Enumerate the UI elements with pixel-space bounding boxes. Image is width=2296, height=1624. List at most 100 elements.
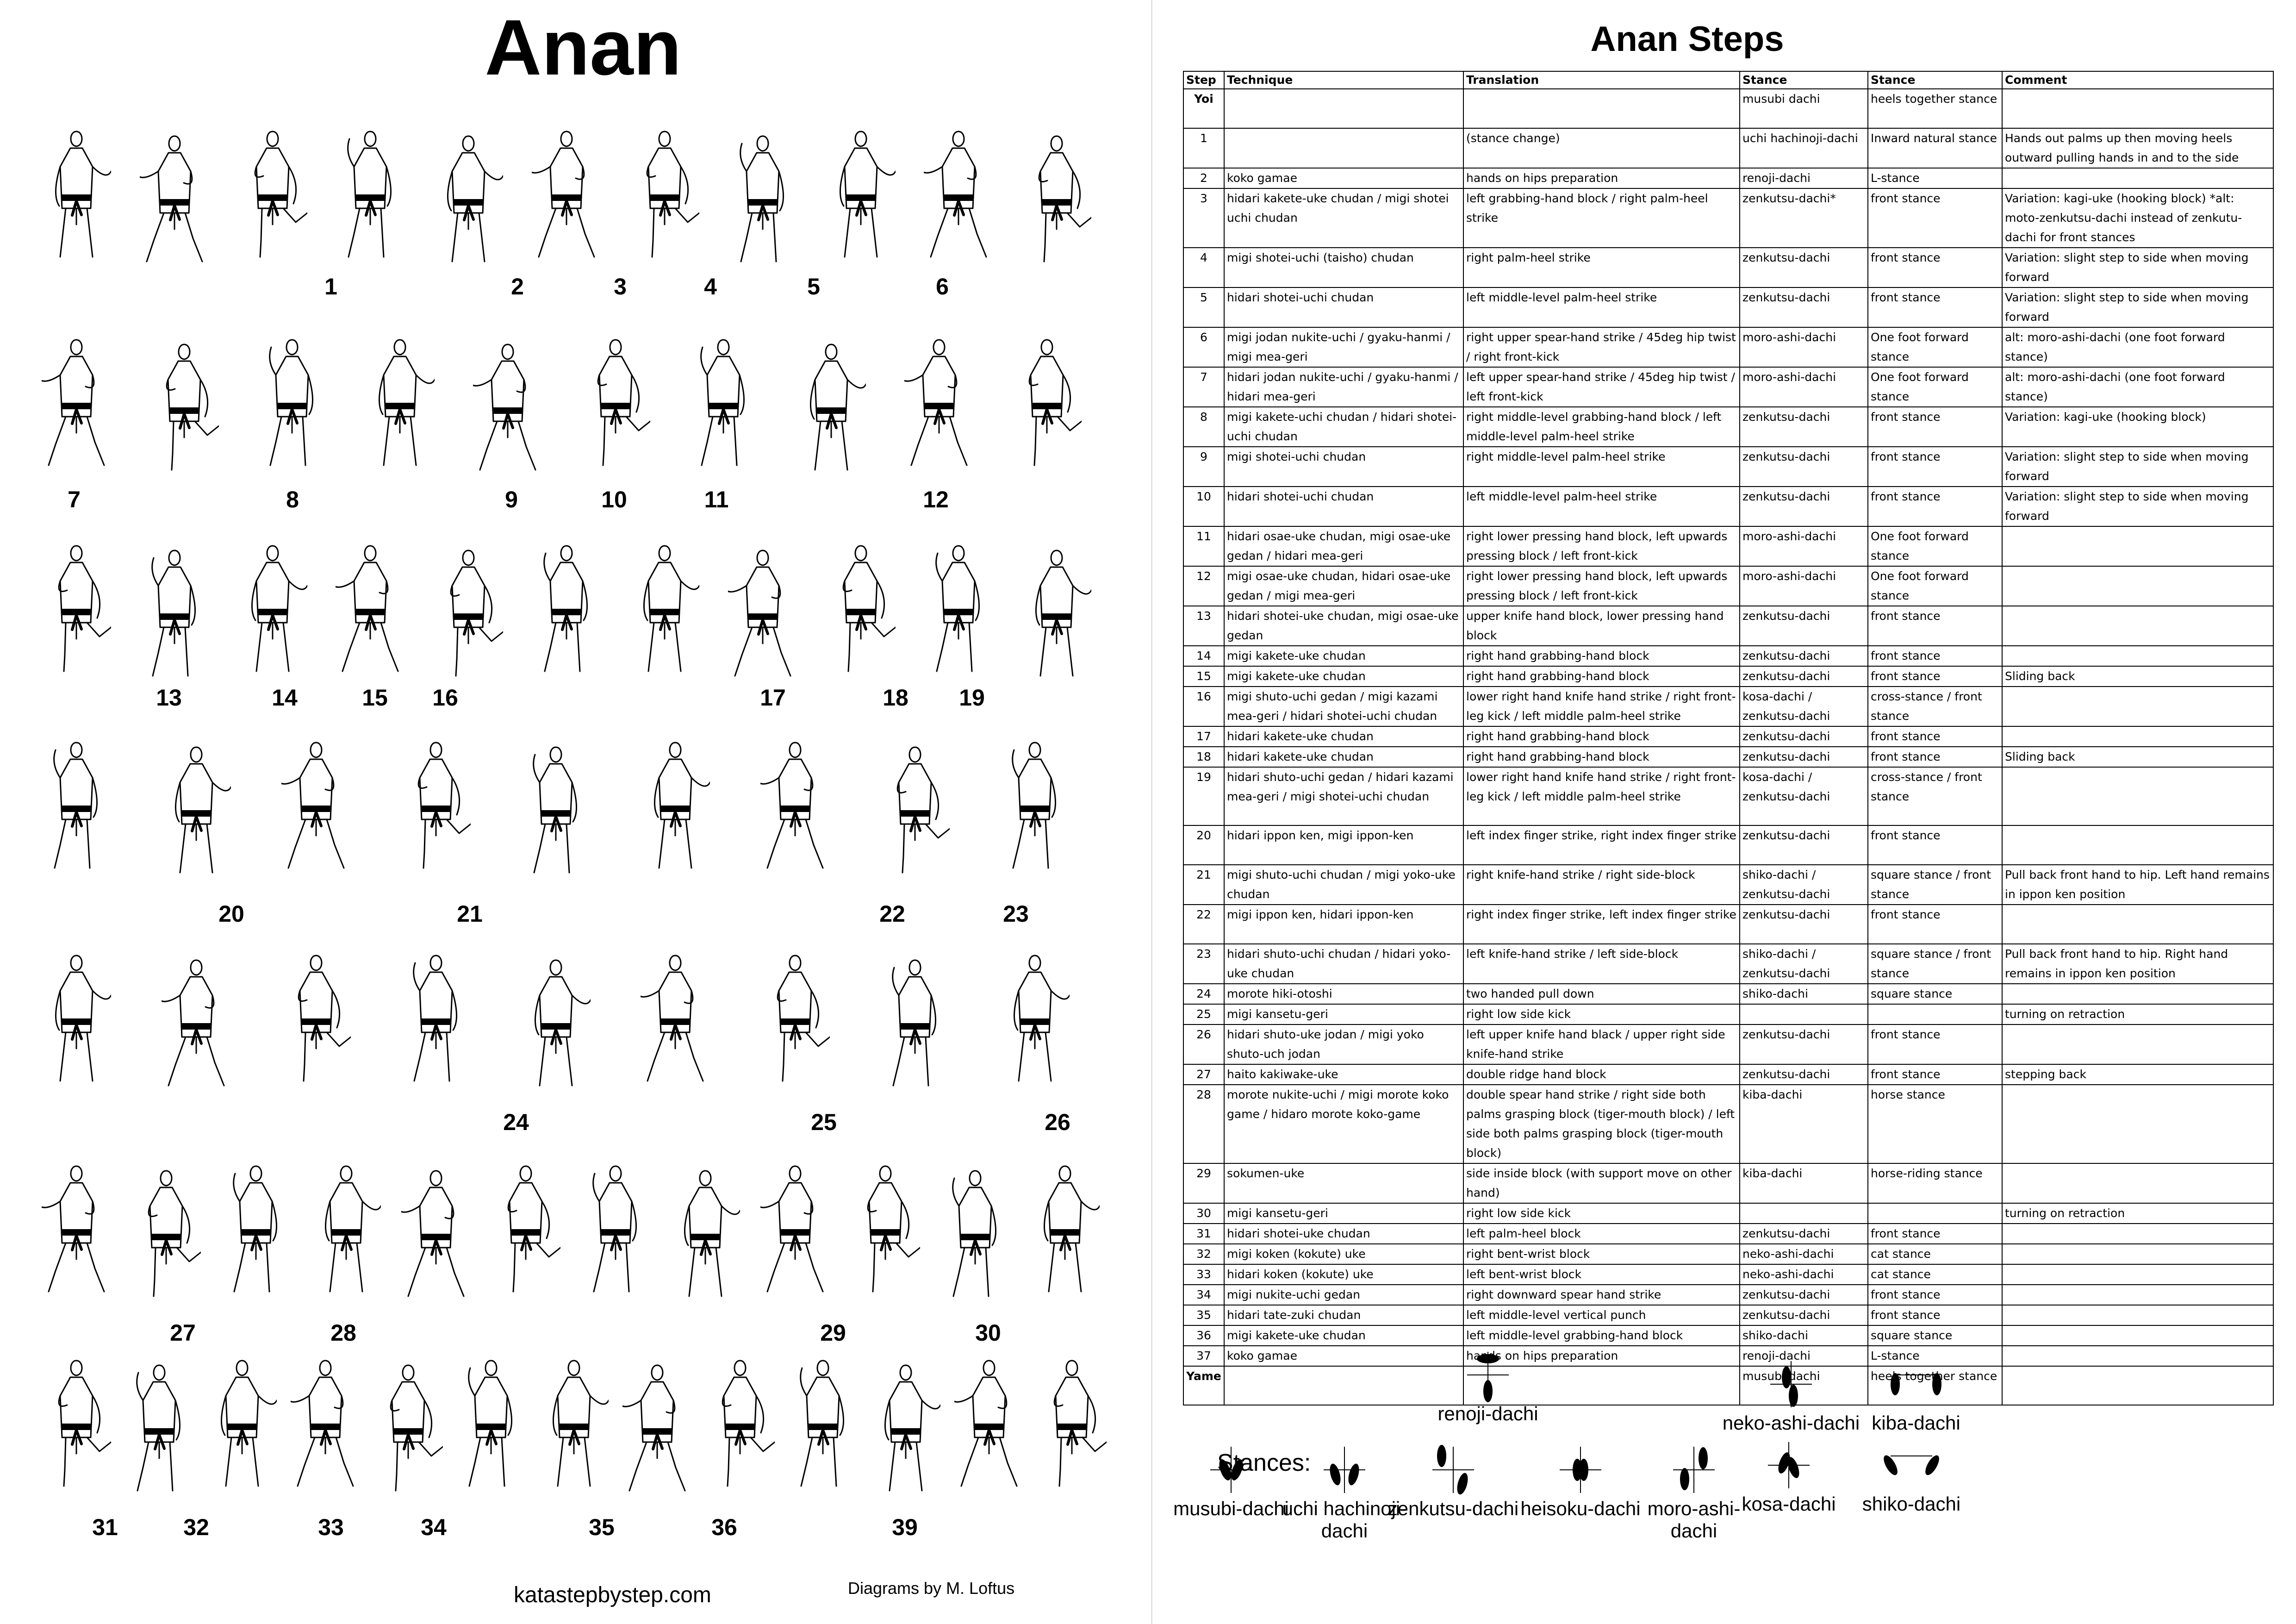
cell-comment: turning on retraction	[2002, 1003, 2274, 1025]
table-row: 31 hidari shotei-uke chudan left palm-heel…	[1183, 1223, 2274, 1244]
cell-stance-english: front stance	[1867, 1304, 2003, 1326]
cell-step: 4	[1183, 247, 1225, 288]
karate-figure-icon	[896, 746, 951, 874]
kiba-feet-icon	[1891, 1373, 1941, 1395]
step-number-label: 39	[892, 1514, 918, 1540]
cell-comment: Pull back front hand to hip. Left hand r…	[2002, 864, 2274, 906]
cell-stance: kosa-dachi / zenkutsu-dachi	[1739, 686, 1868, 727]
cell-technique: migi kakete-uchi chudan / hidari shotei-…	[1224, 406, 1464, 447]
cell-technique: morote hiki-otoshi	[1224, 983, 1464, 1005]
kata-figure	[581, 1160, 650, 1301]
kata-figure	[880, 741, 951, 882]
cell-technique: migi shuto-uchi chudan / migi yoko-uke c…	[1224, 864, 1464, 906]
kata-figure	[311, 1160, 381, 1301]
cell-translation: lower right hand knife hand strike / rig…	[1463, 766, 1740, 826]
kata-figure	[725, 544, 797, 685]
header-comment: Comment	[2002, 71, 2274, 89]
cell-translation: left middle-level vertical punch	[1463, 1304, 1740, 1326]
website-credit[interactable]: katastepbystep.com	[514, 1583, 711, 1607]
kata-figure	[1022, 544, 1092, 685]
cell-comment	[2002, 645, 2274, 667]
cell-stance: neko-ashi-dachi	[1739, 1263, 1868, 1285]
cell-comment: Variation: slight step to side when movi…	[2002, 446, 2274, 487]
step-number-label: 32	[183, 1514, 209, 1540]
cell-stance: zenkutsu-dachi	[1739, 1284, 1868, 1305]
cell-stance: zenkutsu-dachi	[1739, 825, 1868, 866]
table-row: 19 hidari shuto-uchi gedan / hidari kazam…	[1183, 766, 2274, 826]
cell-technique: koko gamae	[1224, 1345, 1464, 1367]
karate-figure-icon	[398, 1170, 465, 1297]
table-row: 16 migi shuto-uchi gedan / migi kazami me…	[1183, 686, 2274, 727]
kata-figure	[826, 125, 896, 266]
karate-figure-icon	[468, 1360, 513, 1487]
step-number-label: 18	[883, 685, 908, 711]
karate-figure-icon	[233, 1165, 278, 1293]
step-number-label: 22	[879, 901, 905, 927]
musubi-feet-icon	[1210, 1447, 1252, 1493]
cell-step: 5	[1183, 287, 1225, 328]
table-row: 5 hidari shotei-uchi chudan left middle-le…	[1183, 287, 2274, 328]
stance-item: shiko-dachi	[1842, 1437, 1981, 1515]
kata-title: Anan	[485, 4, 682, 92]
cell-translation: left middle-level palm-heel strike	[1463, 486, 1740, 527]
cell-technique: migi osae-uke chudan, hidari osae-uke ge…	[1224, 565, 1464, 606]
cell-stance: shiko-dachi	[1739, 983, 1868, 1005]
cell-stance-english: front stance	[1867, 486, 2003, 527]
karate-figure-icon	[1035, 550, 1092, 677]
karate-figure-icon	[1028, 339, 1083, 466]
cell-translation: left index finger strike, right index fi…	[1463, 825, 1740, 866]
moro-ashi-feet-icon	[1673, 1447, 1715, 1493]
step-number-label: 23	[1003, 901, 1029, 927]
step-number-label: 20	[218, 901, 244, 927]
table-row: 35 hidari tate-zuki chudan left middle-lev…	[1183, 1304, 2274, 1326]
table-row: 4 migi shotei-uchi (taisho) chudan right p…	[1183, 247, 2274, 288]
cell-translation: two handed pull down	[1463, 983, 1740, 1005]
cell-translation: right hand grabbing-hand block	[1463, 665, 1740, 687]
karate-figure-icon	[298, 955, 352, 1082]
cell-technique: hidari tate-zuki chudan	[1224, 1304, 1464, 1326]
kata-figure	[760, 949, 831, 1090]
cell-step: 35	[1183, 1304, 1225, 1326]
stance-item: kiba-dachi	[1847, 1356, 1985, 1434]
cell-stance: kosa-dachi / zenkutsu-dachi	[1739, 766, 1868, 826]
kata-figure	[1022, 130, 1092, 271]
steps-body: Yoi musubi dachi heels together stance 1 (st…	[1183, 88, 2274, 1406]
cell-comment	[2002, 525, 2274, 567]
table-row: 28 morote nukite-uchi / migi morote koko …	[1183, 1084, 2274, 1164]
cell-step: 37	[1183, 1345, 1225, 1367]
kata-figure	[38, 1160, 111, 1301]
stance-name: zenkutsu-dachi	[1388, 1498, 1519, 1519]
cell-step: 16	[1183, 686, 1225, 727]
step-number-label: 8	[286, 487, 299, 512]
cell-translation: right lower pressing hand block, left up…	[1463, 525, 1740, 567]
cell-translation: right middle-level grabbing-hand block /…	[1463, 406, 1740, 447]
karate-figure-icon	[935, 545, 980, 672]
table-row: 12 migi osae-uke chudan, hidari osae-uke …	[1183, 565, 2274, 606]
cell-translation: upper knife hand block, lower pressing h…	[1463, 605, 1740, 646]
cell-stance: moro-ashi-dachi	[1739, 326, 1868, 368]
step-number-label: 28	[330, 1320, 356, 1346]
cell-stance-english: square stance / front stance	[1867, 943, 2003, 984]
cell-translation: hands on hips preparation	[1463, 167, 1740, 189]
cell-step: 29	[1183, 1162, 1225, 1204]
kata-figure	[630, 539, 700, 681]
cell-translation: left palm-heel block	[1463, 1223, 1740, 1244]
cell-step: 25	[1183, 1003, 1225, 1025]
kata-figure	[1012, 333, 1083, 475]
step-number-label: 17	[760, 685, 786, 711]
step-number-label: 2	[511, 274, 524, 300]
cell-stance	[1739, 1003, 1868, 1025]
cell-stance: zenkutsu-dachi	[1739, 1024, 1868, 1065]
cell-technique: migi kakete-uke chudan	[1224, 1324, 1464, 1346]
cell-stance: zenkutsu-dachi	[1739, 287, 1868, 328]
karate-figure-icon	[470, 344, 536, 471]
karate-figure-icon	[892, 959, 937, 1087]
cell-stance-english: cross-stance / front stance	[1867, 686, 2003, 727]
karate-figure-icon	[251, 545, 308, 672]
cell-translation: right upper spear-hand strike / 45deg hi…	[1463, 326, 1740, 368]
cell-step: 31	[1183, 1223, 1225, 1244]
cell-technique: hidari shotei-uke chudan, migi osae-uke …	[1224, 605, 1464, 646]
cell-stance-english: One foot forward stance	[1867, 366, 2003, 407]
kata-figure	[332, 539, 405, 681]
table-row: 17 hidari kakete-uke chudan right hand gr…	[1183, 725, 2274, 747]
